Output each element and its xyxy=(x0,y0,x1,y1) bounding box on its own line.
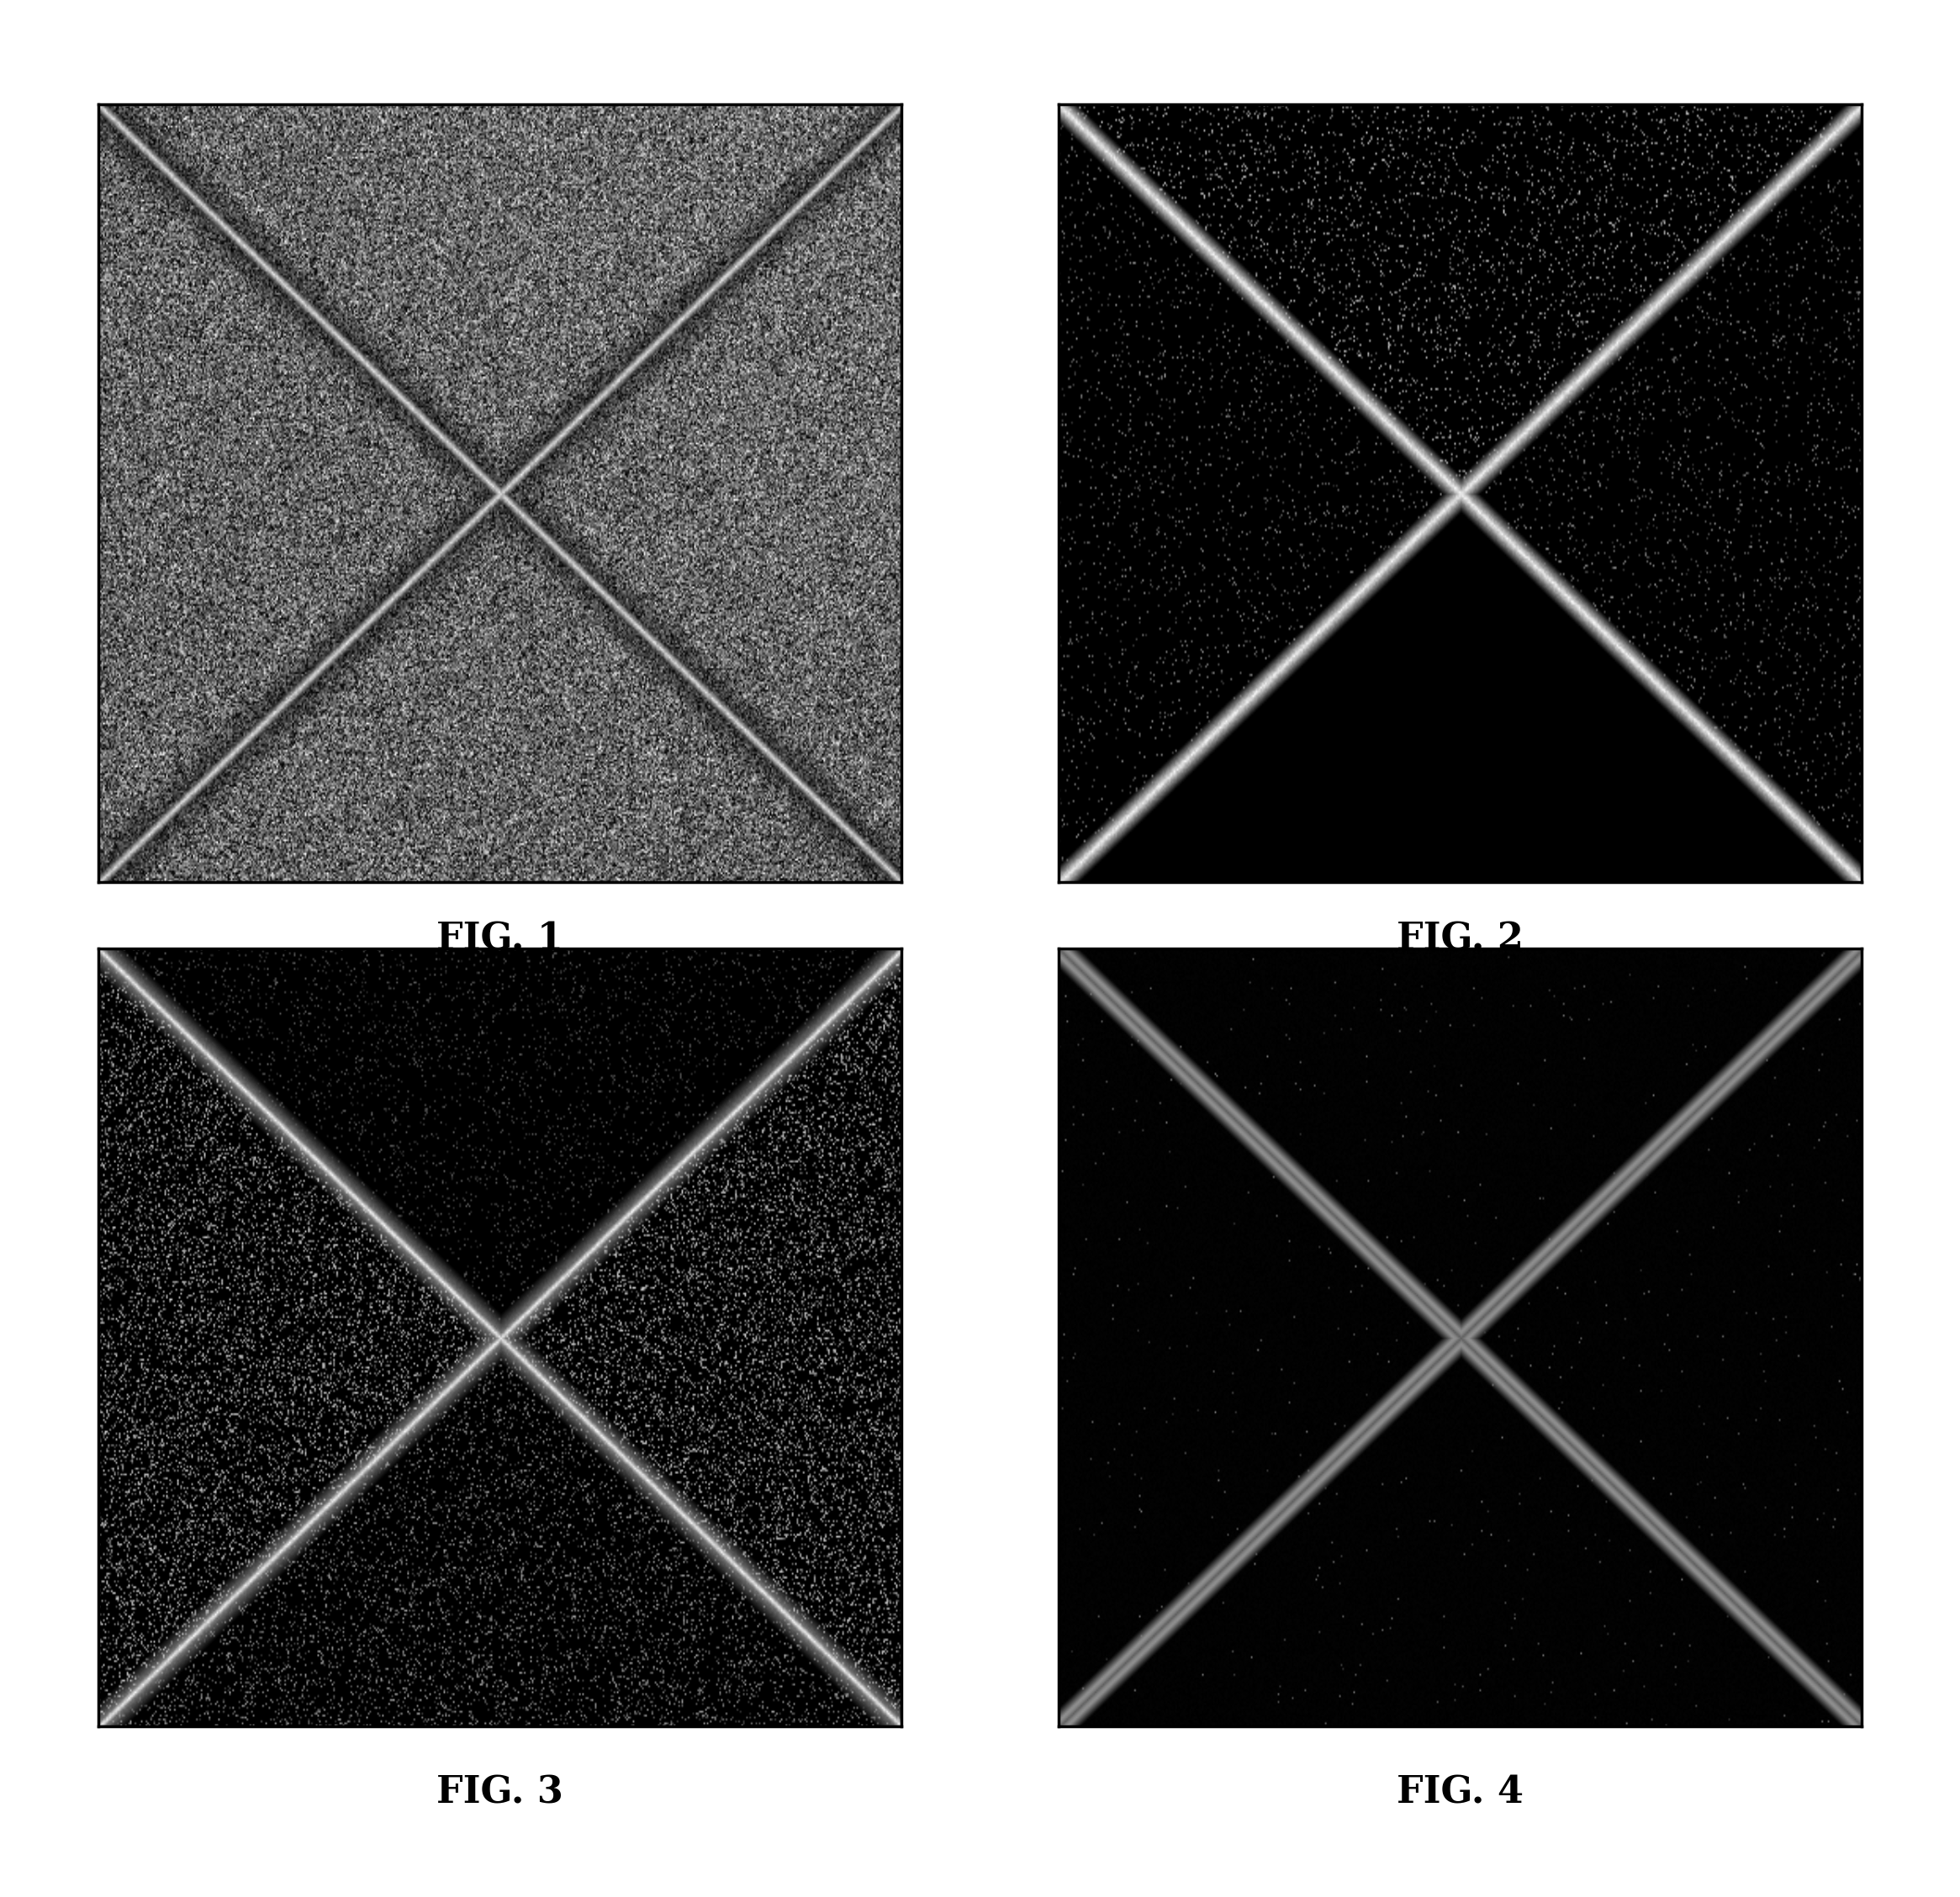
Text: FIG. 4: FIG. 4 xyxy=(1397,1774,1523,1812)
Text: FIG. 1: FIG. 1 xyxy=(437,920,563,958)
Text: FIG. 2: FIG. 2 xyxy=(1397,920,1523,958)
Text: FIG. 3: FIG. 3 xyxy=(437,1774,563,1812)
